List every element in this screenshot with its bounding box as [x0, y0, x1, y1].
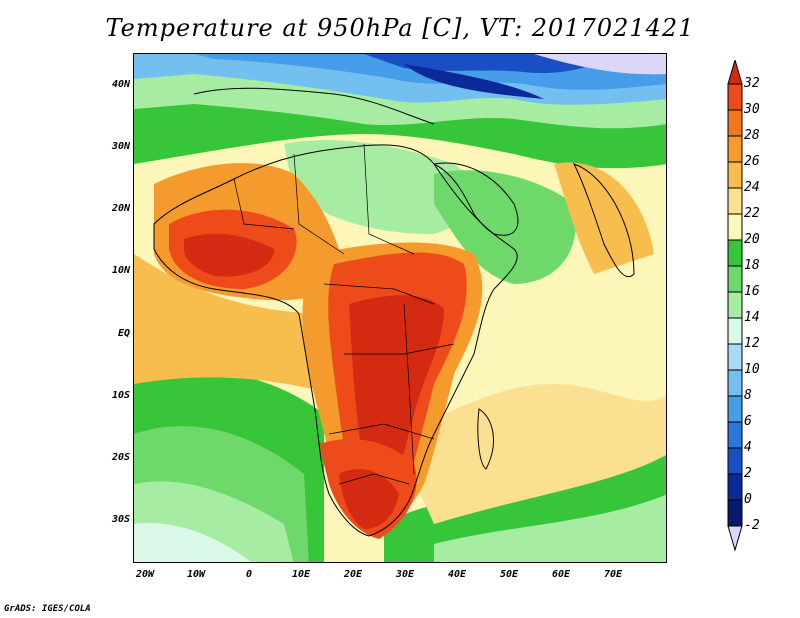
- border-west-1: [233, 178, 295, 230]
- colorbar-box: [727, 161, 743, 189]
- caspian-lavender: [534, 54, 666, 75]
- lon-label-30e: 30E: [395, 569, 415, 580]
- colorbar-tick-label: 2: [744, 466, 752, 481]
- colorbar-box: [727, 499, 743, 527]
- colorbar-box: [727, 395, 743, 423]
- border-south-1: [328, 423, 435, 440]
- colorbar-top-arrow: [727, 60, 743, 85]
- turkey-cold-core: [404, 64, 544, 99]
- lon-label-10e: 10E: [291, 569, 311, 580]
- south-atlantic-cold: [134, 523, 252, 562]
- coastlines: [153, 87, 635, 537]
- colorbar-box: [727, 473, 743, 501]
- colorbar-box: [727, 109, 743, 137]
- lat-label-30n: 30N: [111, 141, 130, 152]
- colorbar-tick-label: 0: [744, 492, 752, 507]
- lat-label-10n: 10N: [111, 265, 130, 276]
- colorbar-tick-label: 22: [744, 206, 760, 221]
- lon-label-60e: 60E: [551, 569, 571, 580]
- colorbar-box: [727, 187, 743, 215]
- colorbar-tick-label: 20: [744, 232, 760, 247]
- colorbar-tick-label: 8: [744, 388, 752, 403]
- arabian-peninsula-outline: [433, 162, 519, 236]
- colorbar-box: [727, 213, 743, 241]
- colorbar-tick-label: 24: [744, 180, 760, 195]
- lat-label-20s: 20S: [111, 452, 130, 463]
- colorbar-bottom-arrow: [727, 525, 743, 552]
- colorbar: [727, 60, 743, 552]
- lon-label-10w: 10W: [186, 569, 206, 580]
- colorbar-box: [727, 421, 743, 449]
- sahara-interior-cool: [284, 140, 472, 234]
- colorbar-tick-label: 18: [744, 258, 760, 273]
- lat-label-10s: 10S: [111, 390, 130, 401]
- grads-credit: GrADS: IGES/COLA: [4, 604, 91, 614]
- colorbar-box: [727, 447, 743, 475]
- border-north-2: [363, 143, 415, 255]
- arabia-green: [434, 170, 576, 284]
- map-title: Temperature at 950hPa [C], VT: 201702142…: [105, 14, 695, 42]
- lon-label-50e: 50E: [499, 569, 519, 580]
- lat-label-20n: 20N: [111, 203, 130, 214]
- kalahari-hot-core: [339, 469, 399, 529]
- border-central-2: [344, 343, 455, 355]
- colorbar-box: [727, 83, 743, 111]
- india-outline: [573, 163, 635, 277]
- colorbar-tick-label: 6: [744, 414, 752, 429]
- temperature-field: [134, 54, 666, 562]
- lon-label-20w: 20W: [135, 569, 155, 580]
- south-indian-pale: [434, 494, 666, 562]
- colorbar-box: [727, 265, 743, 293]
- colorbar-tick-label: 12: [744, 336, 760, 351]
- colorbar-box: [727, 239, 743, 267]
- gulf-of-guinea-warm: [134, 254, 334, 394]
- country-borders: [233, 143, 455, 485]
- mediterranean-coast: [193, 87, 435, 125]
- lon-label-20e: 20E: [343, 569, 363, 580]
- border-south-2: [338, 473, 410, 485]
- lat-label-30s: 30S: [111, 514, 130, 525]
- colorbar-box: [727, 343, 743, 371]
- west-africa-hot-core: [184, 233, 274, 277]
- lat-label-eq: EQ: [117, 328, 130, 339]
- temperature-map-plot: [133, 53, 667, 563]
- lon-label-70e: 70E: [603, 569, 623, 580]
- lon-label-0: 0: [245, 569, 253, 580]
- colorbar-tick-label: 4: [744, 440, 752, 455]
- colorbar-tick-label: 14: [744, 310, 760, 325]
- border-east-1: [403, 303, 415, 475]
- colorbar-tick-label: -2: [744, 518, 760, 533]
- colorbar-box: [727, 291, 743, 319]
- colorbar-tick-label: 26: [744, 154, 760, 169]
- colorbar-tick-label: 32: [744, 76, 760, 91]
- border-central-1: [323, 283, 435, 305]
- colorbar-box: [727, 317, 743, 345]
- colorbar-box: [727, 135, 743, 163]
- colorbar-tick-label: 28: [744, 128, 760, 143]
- madagascar-outline: [477, 408, 494, 470]
- lon-label-40e: 40E: [447, 569, 467, 580]
- colorbar-boxes: [727, 60, 743, 552]
- border-north-1: [293, 153, 345, 255]
- colorbar-tick-label: 16: [744, 284, 760, 299]
- colorbar-box: [727, 369, 743, 397]
- colorbar-tick-label: 10: [744, 362, 760, 377]
- colorbar-tick-label: 30: [744, 102, 760, 117]
- india-warm: [554, 162, 654, 274]
- madagascar-warm-band: [394, 384, 666, 524]
- lat-label-40n: 40N: [111, 79, 130, 90]
- africa-coastline: [153, 144, 518, 537]
